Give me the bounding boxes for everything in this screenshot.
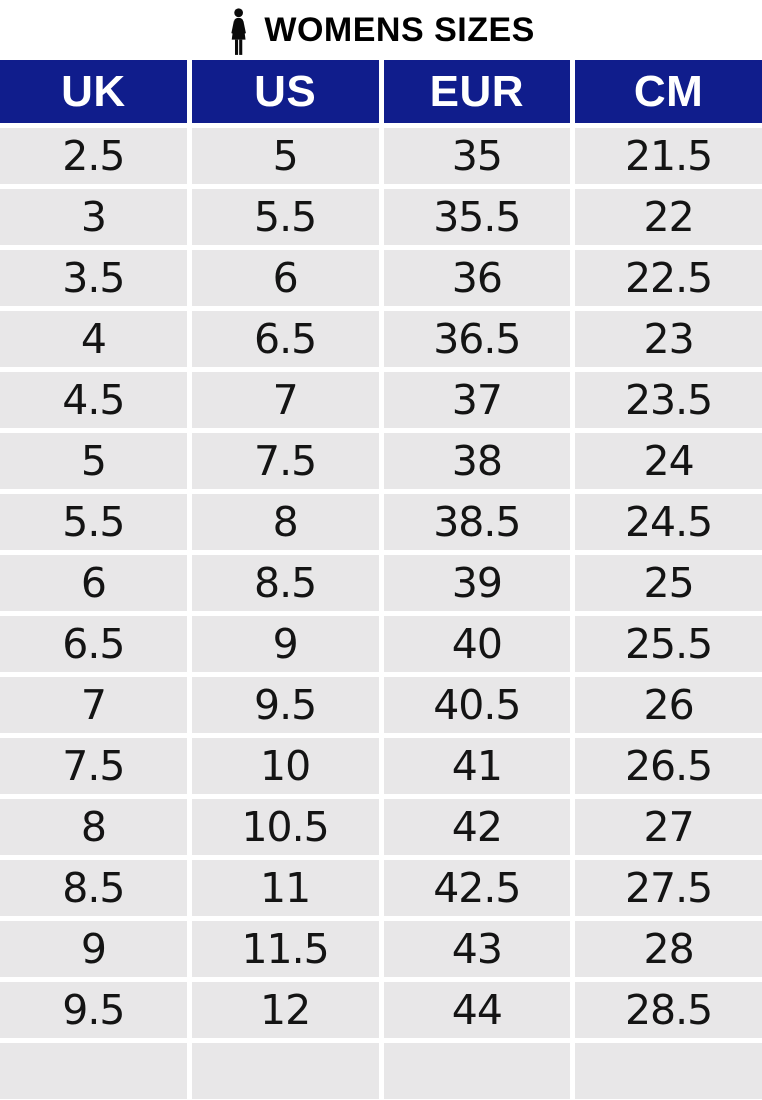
table-cell: 8.5 xyxy=(191,555,379,611)
table-cell: 26.5 xyxy=(575,738,762,794)
table-cell: 10.5 xyxy=(191,799,379,855)
table-cell: 23 xyxy=(575,311,762,367)
table-row: 6 8.5 39 25 xyxy=(0,555,762,611)
table-cell: 9 xyxy=(0,921,187,977)
table-row: 9.5 12 44 28.5 xyxy=(0,982,762,1038)
table-cell: 6 xyxy=(191,250,379,306)
column-header-uk: UK xyxy=(0,60,187,123)
table-row: 9 11.5 43 28 xyxy=(0,921,762,977)
table-cell: 25.5 xyxy=(575,616,762,672)
table-cell: 3.5 xyxy=(0,250,187,306)
table-row: 8.5 11 42.5 27.5 xyxy=(0,860,762,916)
table-cell: 25 xyxy=(575,555,762,611)
table-cell: 10 xyxy=(191,738,379,794)
table-cell: 36.5 xyxy=(383,311,571,367)
table-cell: 12 xyxy=(191,982,379,1038)
table-row: 4.5 7 37 23.5 xyxy=(0,372,762,428)
table-cell: 6.5 xyxy=(191,311,379,367)
table-cell xyxy=(0,1043,187,1099)
table-cell: 4.5 xyxy=(0,372,187,428)
table-cell: 43 xyxy=(383,921,571,977)
table-row: 7 9.5 40.5 26 xyxy=(0,677,762,733)
table-cell: 27 xyxy=(575,799,762,855)
table-cell: 40.5 xyxy=(383,677,571,733)
table-cell: 6 xyxy=(0,555,187,611)
table-header-row: UK US EUR CM xyxy=(0,60,762,123)
table-row: 5.5 8 38.5 24.5 xyxy=(0,494,762,550)
table-cell: 38.5 xyxy=(383,494,571,550)
table-cell: 27.5 xyxy=(575,860,762,916)
table-cell: 11.5 xyxy=(191,921,379,977)
chart-title-bar: WOMENS SIZES xyxy=(0,0,762,60)
table-cell: 6.5 xyxy=(0,616,187,672)
table-cell: 24.5 xyxy=(575,494,762,550)
table-cell: 42.5 xyxy=(383,860,571,916)
table-cell: 26 xyxy=(575,677,762,733)
table-cell: 22 xyxy=(575,189,762,245)
table-cell: 5 xyxy=(191,128,379,184)
table-cell: 4 xyxy=(0,311,187,367)
page-title: WOMENS SIZES xyxy=(264,10,535,49)
table-cell: 3 xyxy=(0,189,187,245)
column-header-us: US xyxy=(191,60,379,123)
table-cell: 35.5 xyxy=(383,189,571,245)
table-cell: 2.5 xyxy=(0,128,187,184)
column-header-eur: EUR xyxy=(383,60,571,123)
table-cell: 8 xyxy=(0,799,187,855)
table-row: 5 7.5 38 24 xyxy=(0,433,762,489)
size-conversion-table: UK US EUR CM 2.5 5 35 21.5 3 5.5 35.5 22 3.5 6 36 2… xyxy=(0,60,762,1099)
table-cell: 5 xyxy=(0,433,187,489)
table-cell: 9.5 xyxy=(191,677,379,733)
table-row: 7.5 10 41 26.5 xyxy=(0,738,762,794)
table-cell: 8.5 xyxy=(0,860,187,916)
table-cell: 7 xyxy=(0,677,187,733)
table-cell: 9.5 xyxy=(0,982,187,1038)
table-cell: 28 xyxy=(575,921,762,977)
table-cell: 39 xyxy=(383,555,571,611)
table-cell: 38 xyxy=(383,433,571,489)
table-cell: 41 xyxy=(383,738,571,794)
table-row xyxy=(0,1043,762,1099)
column-header-cm: CM xyxy=(575,60,762,123)
table-row: 3.5 6 36 22.5 xyxy=(0,250,762,306)
table-cell: 22.5 xyxy=(575,250,762,306)
table-row: 4 6.5 36.5 23 xyxy=(0,311,762,367)
table-cell: 8 xyxy=(191,494,379,550)
table-row: 2.5 5 35 21.5 xyxy=(0,128,762,184)
table-cell: 5.5 xyxy=(191,189,379,245)
table-cell: 35 xyxy=(383,128,571,184)
table-cell xyxy=(575,1043,762,1099)
table-cell: 40 xyxy=(383,616,571,672)
table-row: 8 10.5 42 27 xyxy=(0,799,762,855)
table-body: 2.5 5 35 21.5 3 5.5 35.5 22 3.5 6 36 22.5 4 6.5 36.5 23… xyxy=(0,128,762,1099)
table-row: 6.5 9 40 25.5 xyxy=(0,616,762,672)
table-cell: 21.5 xyxy=(575,128,762,184)
table-cell: 23.5 xyxy=(575,372,762,428)
table-cell: 7.5 xyxy=(0,738,187,794)
table-cell: 42 xyxy=(383,799,571,855)
table-cell: 44 xyxy=(383,982,571,1038)
table-cell xyxy=(383,1043,571,1099)
woman-icon xyxy=(227,4,250,56)
table-cell: 28.5 xyxy=(575,982,762,1038)
table-cell: 36 xyxy=(383,250,571,306)
table-cell: 5.5 xyxy=(0,494,187,550)
table-cell: 7.5 xyxy=(191,433,379,489)
table-cell: 11 xyxy=(191,860,379,916)
table-cell: 37 xyxy=(383,372,571,428)
table-cell xyxy=(191,1043,379,1099)
table-cell: 24 xyxy=(575,433,762,489)
table-row: 3 5.5 35.5 22 xyxy=(0,189,762,245)
table-cell: 9 xyxy=(191,616,379,672)
table-cell: 7 xyxy=(191,372,379,428)
